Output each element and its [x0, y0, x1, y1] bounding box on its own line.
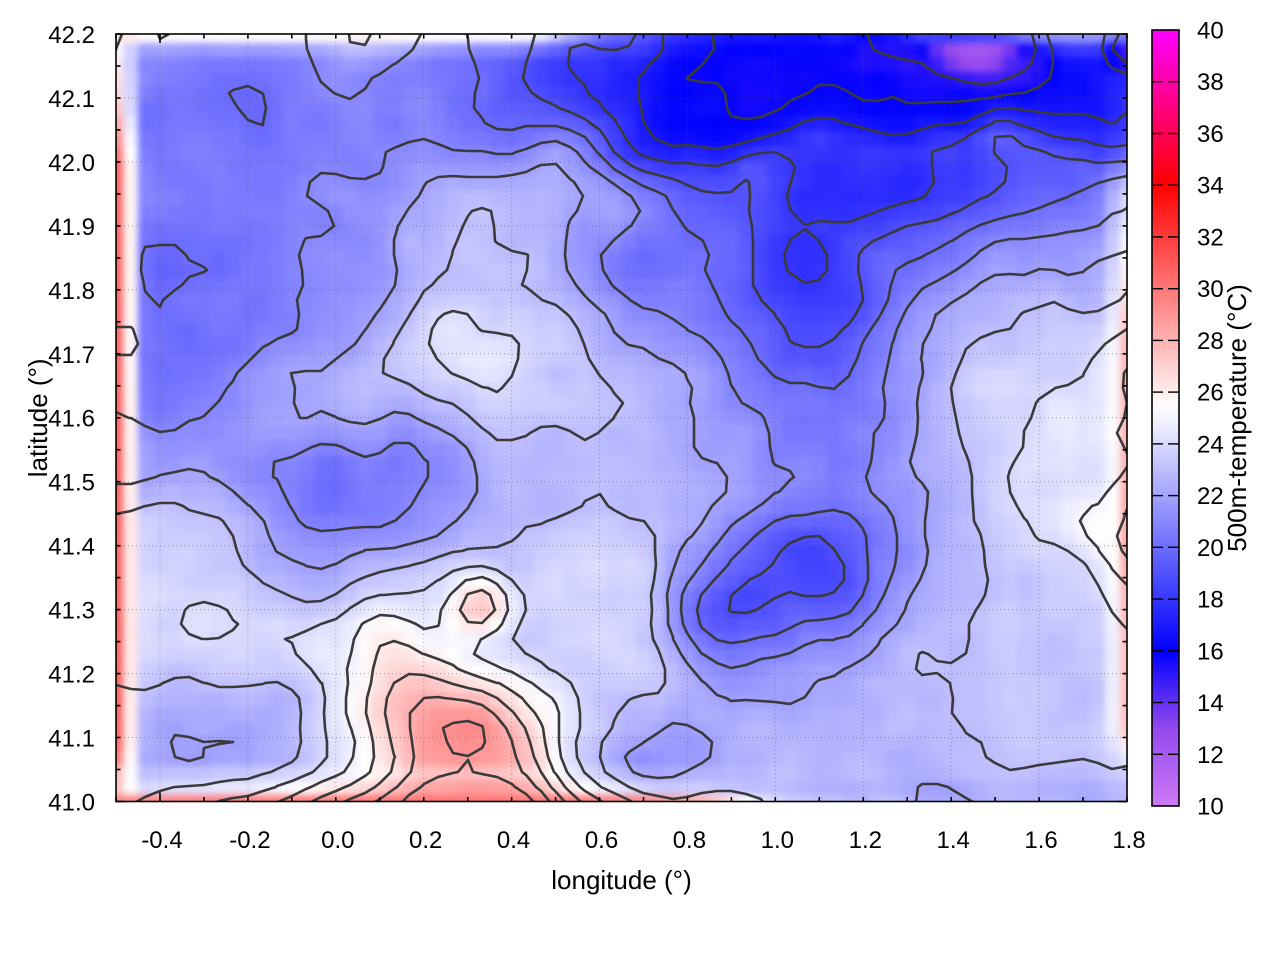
- svg-text:42.1: 42.1: [48, 86, 95, 113]
- svg-text:1.4: 1.4: [937, 827, 970, 854]
- svg-text:41.7: 41.7: [48, 342, 95, 369]
- svg-text:41.4: 41.4: [48, 534, 95, 561]
- svg-text:41.9: 41.9: [48, 214, 95, 241]
- svg-text:0.4: 0.4: [497, 827, 530, 854]
- svg-text:41.5: 41.5: [48, 470, 95, 497]
- svg-text:latitude (°): latitude (°): [23, 358, 53, 477]
- svg-text:24: 24: [1197, 431, 1224, 458]
- svg-text:34: 34: [1197, 173, 1224, 200]
- svg-text:32: 32: [1197, 224, 1224, 251]
- svg-text:-0.2: -0.2: [229, 827, 270, 854]
- svg-text:20: 20: [1197, 535, 1224, 562]
- svg-text:41.6: 41.6: [48, 406, 95, 433]
- svg-text:1.0: 1.0: [761, 827, 794, 854]
- svg-text:longitude (°): longitude (°): [551, 865, 691, 895]
- svg-text:14: 14: [1197, 690, 1224, 717]
- svg-text:26: 26: [1197, 380, 1224, 407]
- svg-text:18: 18: [1197, 587, 1224, 614]
- svg-text:42.2: 42.2: [48, 22, 95, 49]
- svg-text:0.0: 0.0: [321, 827, 354, 854]
- svg-text:16: 16: [1197, 638, 1224, 665]
- svg-text:30: 30: [1197, 276, 1224, 303]
- svg-text:1.6: 1.6: [1024, 827, 1057, 854]
- svg-text:10: 10: [1197, 794, 1224, 821]
- svg-text:0.6: 0.6: [585, 827, 618, 854]
- svg-text:12: 12: [1197, 742, 1224, 769]
- svg-text:41.1: 41.1: [48, 726, 95, 753]
- svg-text:42.0: 42.0: [48, 150, 95, 177]
- svg-text:1.8: 1.8: [1112, 827, 1145, 854]
- svg-text:38: 38: [1197, 69, 1224, 96]
- svg-text:41.2: 41.2: [48, 662, 95, 689]
- svg-text:36: 36: [1197, 121, 1224, 148]
- svg-text:0.8: 0.8: [673, 827, 706, 854]
- svg-text:1.2: 1.2: [849, 827, 882, 854]
- svg-text:22: 22: [1197, 483, 1224, 510]
- svg-text:500m-temperature (°C): 500m-temperature (°C): [1222, 284, 1252, 552]
- svg-text:41.3: 41.3: [48, 598, 95, 625]
- svg-text:-0.4: -0.4: [141, 827, 182, 854]
- svg-text:28: 28: [1197, 328, 1224, 355]
- svg-text:41.0: 41.0: [48, 790, 95, 817]
- svg-text:40: 40: [1197, 18, 1224, 45]
- svg-text:0.2: 0.2: [409, 827, 442, 854]
- svg-text:41.8: 41.8: [48, 278, 95, 305]
